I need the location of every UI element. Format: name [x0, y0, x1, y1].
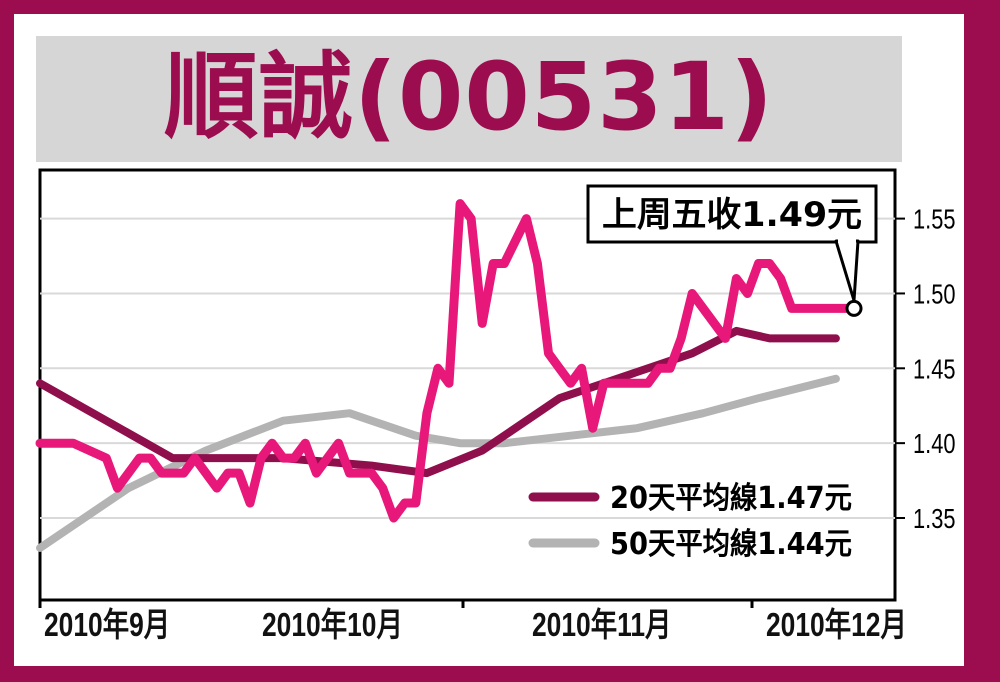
- page-title: 順誠(00531): [164, 43, 774, 152]
- y-tick-label: 1.35: [913, 503, 955, 534]
- price-line: [35, 199, 863, 523]
- ma20-line: [36, 326, 840, 478]
- last-close-marker: [845, 299, 863, 317]
- x-tick-label: 2010年12月: [766, 607, 907, 643]
- y-tick-label: 1.55: [913, 204, 955, 235]
- y-tick-label: 1.50: [913, 279, 955, 310]
- x-tick-label: 2010年11月: [532, 607, 671, 643]
- annotation-box: [586, 184, 878, 244]
- x-tick-label: 2010年9月: [44, 607, 170, 643]
- legend-label: 20天平均線1.47元: [610, 481, 852, 516]
- legend-label: 50天平均線1.44元: [610, 527, 852, 562]
- x-tick-label: 2010年10月: [262, 607, 403, 643]
- y-tick-label: 1.45: [913, 354, 955, 385]
- y-tick-label: 1.40: [913, 429, 955, 460]
- annotation-text: 上周五收1.49元: [602, 195, 862, 235]
- ma50-line: [36, 374, 840, 552]
- title-band: 順誠(00531): [36, 36, 902, 162]
